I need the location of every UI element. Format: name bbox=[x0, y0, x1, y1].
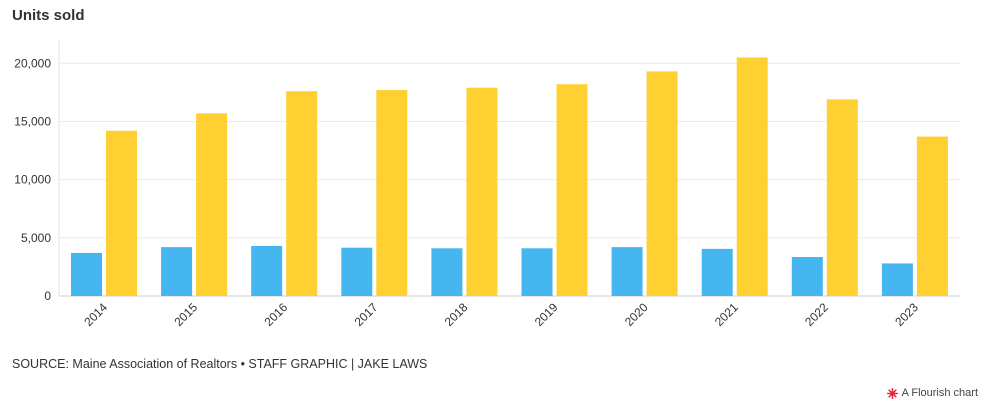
y-tick-label: 15,000 bbox=[14, 114, 51, 128]
bar-2014-series-2[interactable] bbox=[106, 130, 137, 296]
y-tick-label: 10,000 bbox=[14, 173, 51, 187]
bar-2022-series-2[interactable] bbox=[826, 99, 858, 296]
bar-2014-series-1[interactable] bbox=[71, 252, 102, 296]
bar-2022-series-1[interactable] bbox=[791, 257, 823, 296]
bars bbox=[71, 57, 948, 297]
credit-text: A Flourish chart bbox=[901, 387, 978, 399]
x-tick-label: 2022 bbox=[802, 300, 831, 329]
bar-2019-series-1[interactable] bbox=[521, 248, 553, 296]
y-axis: 0 5,000 10,000 15,000 20,000 bbox=[14, 56, 51, 303]
x-tick-label: 2021 bbox=[712, 300, 741, 329]
flourish-credit-link[interactable]: A Flourish chart bbox=[886, 387, 978, 399]
x-tick-label: 2017 bbox=[352, 300, 381, 329]
gridlines bbox=[58, 40, 960, 297]
bar-2017-series-2[interactable] bbox=[376, 90, 408, 296]
bar-2016-series-1[interactable] bbox=[251, 245, 283, 296]
x-tick-label: 2015 bbox=[171, 300, 200, 329]
y-tick-label: 5,000 bbox=[21, 231, 51, 245]
bar-2019-series-2[interactable] bbox=[556, 84, 588, 296]
bar-2020-series-1[interactable] bbox=[611, 247, 643, 296]
x-tick-label: 2020 bbox=[622, 300, 651, 329]
flourish-logo-icon bbox=[886, 387, 898, 399]
x-tick-label: 2016 bbox=[262, 300, 291, 329]
bar-2018-series-2[interactable] bbox=[466, 87, 498, 296]
bar-2015-series-2[interactable] bbox=[196, 113, 228, 297]
y-tick-label: 0 bbox=[44, 289, 51, 303]
x-axis: 2014 2015 2016 2017 2018 2019 2020 2021 2022 2023 bbox=[81, 300, 921, 329]
bar-2016-series-2[interactable] bbox=[286, 91, 318, 296]
x-tick-label: 2014 bbox=[81, 300, 110, 329]
bar-2021-series-2[interactable] bbox=[736, 57, 768, 296]
bar-2021-series-1[interactable] bbox=[701, 248, 733, 296]
bar-2018-series-1[interactable] bbox=[431, 248, 463, 296]
chart-title: Units sold bbox=[12, 7, 85, 24]
x-tick-label: 2019 bbox=[532, 300, 561, 329]
x-tick-label: 2023 bbox=[892, 300, 921, 329]
bar-2015-series-1[interactable] bbox=[161, 247, 193, 296]
source-note: SOURCE: Maine Association of Realtors • … bbox=[12, 357, 428, 371]
bar-2020-series-2[interactable] bbox=[646, 71, 678, 296]
y-tick-label: 20,000 bbox=[14, 56, 51, 70]
x-tick-label: 2018 bbox=[442, 300, 471, 329]
bar-2023-series-2[interactable] bbox=[916, 136, 948, 296]
bar-2023-series-1[interactable] bbox=[881, 263, 913, 296]
bar-2017-series-1[interactable] bbox=[341, 247, 373, 296]
